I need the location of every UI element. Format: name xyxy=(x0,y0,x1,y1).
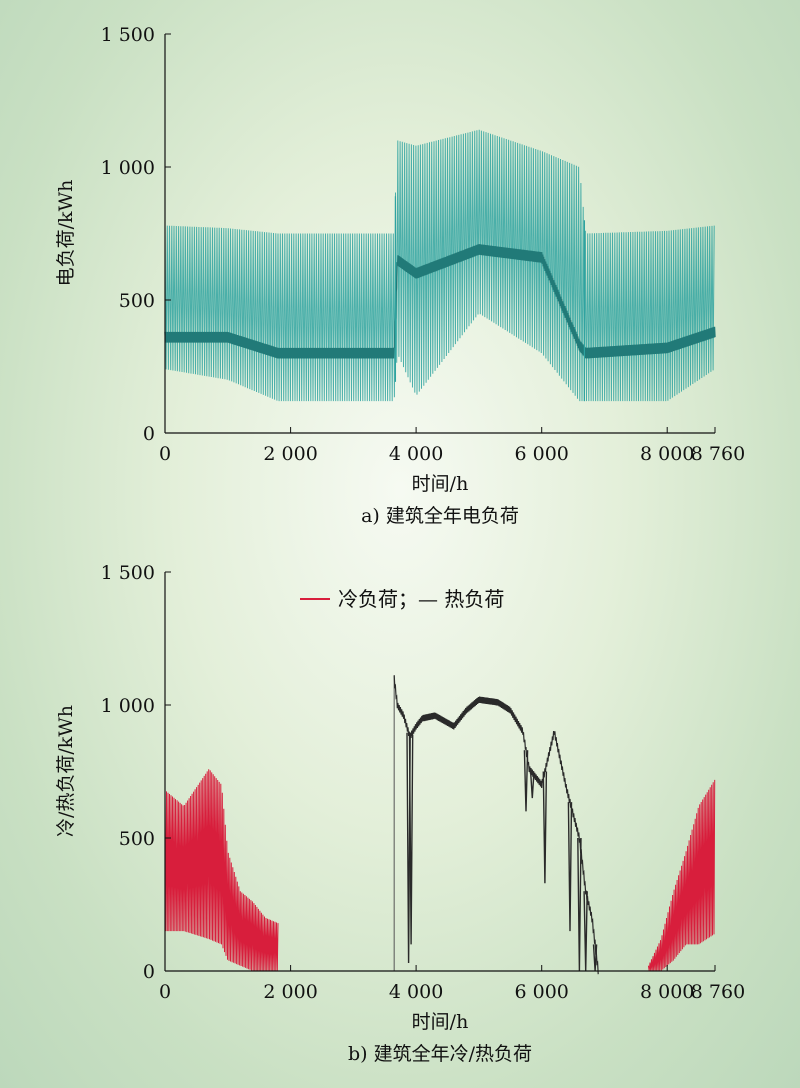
chart-b-plot-area xyxy=(164,675,716,975)
chart-b-axes xyxy=(164,572,715,972)
chart-a-y-ticks: 0 500 1 000 1 500 xyxy=(101,24,171,445)
chart-b-x-ticks: 0 2 000 4 000 6 000 8 000 8 760 xyxy=(159,965,745,1003)
chart-a-axes xyxy=(164,34,715,434)
chart-b-y-ticks: 0 500 1 000 1 500 xyxy=(101,562,171,983)
chart-a-xtick-2-label: 4 000 xyxy=(389,443,443,465)
chart-a-xtick-3-label: 6 000 xyxy=(514,443,568,465)
chart-b-xtick-5-label: 8 760 xyxy=(691,981,745,1003)
chart-b-heating-dip-3 xyxy=(530,772,535,799)
chart-a-xtick-5-label: 8 760 xyxy=(691,443,745,465)
chart-b-caption: b) 建筑全年冷/热负荷 xyxy=(348,1043,532,1065)
chart-a-ytick-0-label: 0 xyxy=(143,423,155,445)
chart-a-plot-area xyxy=(164,129,716,402)
chart-b-ytick-3-label: 1 500 xyxy=(101,562,155,584)
chart-b-xtick-3-label: 6 000 xyxy=(514,981,568,1003)
chart-a-xtick-0-label: 0 xyxy=(159,443,171,465)
chart-a-xtick-1-label: 2 000 xyxy=(263,443,317,465)
chart-a-ytick-2-label: 1 000 xyxy=(101,157,155,179)
chart-b-x-axis-title: 时间/h xyxy=(412,1011,469,1033)
chart-b-xtick-2-label: 4 000 xyxy=(389,981,443,1003)
chart-b-heating-dip-7 xyxy=(583,891,588,972)
chart-b-ytick-2-label: 1 000 xyxy=(101,695,155,717)
chart-b-heating-dip-4 xyxy=(542,771,548,884)
chart-a-caption: a) 建筑全年电负荷 xyxy=(361,505,519,527)
chart-a-x-axis-title: 时间/h xyxy=(412,473,469,495)
chart-b-legend: 冷负荷；— 热负荷 xyxy=(300,587,504,611)
chart-a-ytick-3-label: 1 500 xyxy=(101,24,155,46)
chart-a-x-ticks: 0 2 000 4 000 6 000 8 000 8 760 xyxy=(159,427,745,465)
chart-b-cooling-segment-0 xyxy=(164,769,279,972)
chart-b-heating-dip-6 xyxy=(577,837,582,972)
chart-b-heating-dip-2 xyxy=(523,750,529,812)
chart-b-y-axis-title: 冷/热负荷/kWh xyxy=(55,705,77,837)
chart-a-y-axis-title: 电负荷/kWh xyxy=(55,180,77,287)
chart-a-ytick-1-label: 500 xyxy=(119,290,155,312)
chart-b-heating-dip-5 xyxy=(567,802,573,932)
chart-b-ytick-0-label: 0 xyxy=(143,961,155,983)
chart-b-xtick-4-label: 8 000 xyxy=(640,981,694,1003)
chart-b: 0 500 1 000 1 500 0 2 000 4 000 6 000 8 … xyxy=(55,562,745,1065)
chart-a-series-envelope xyxy=(164,129,715,402)
chart-b-cooling-segment-1 xyxy=(647,779,716,972)
chart-b-heating-line xyxy=(393,675,599,975)
chart-a-xtick-4-label: 8 000 xyxy=(640,443,694,465)
chart-b-xtick-1-label: 2 000 xyxy=(263,981,317,1003)
chart-b-xtick-0-label: 0 xyxy=(159,981,171,1003)
chart-b-ytick-1-label: 500 xyxy=(119,828,155,850)
chart-a: 0 500 1 000 1 500 0 2 000 4 000 6 000 8 … xyxy=(55,24,745,527)
chart-a-series-mean xyxy=(164,244,716,359)
legend-label: 冷负荷；— 热负荷 xyxy=(338,587,504,611)
chart-b-heating-dip-1 xyxy=(408,734,414,945)
